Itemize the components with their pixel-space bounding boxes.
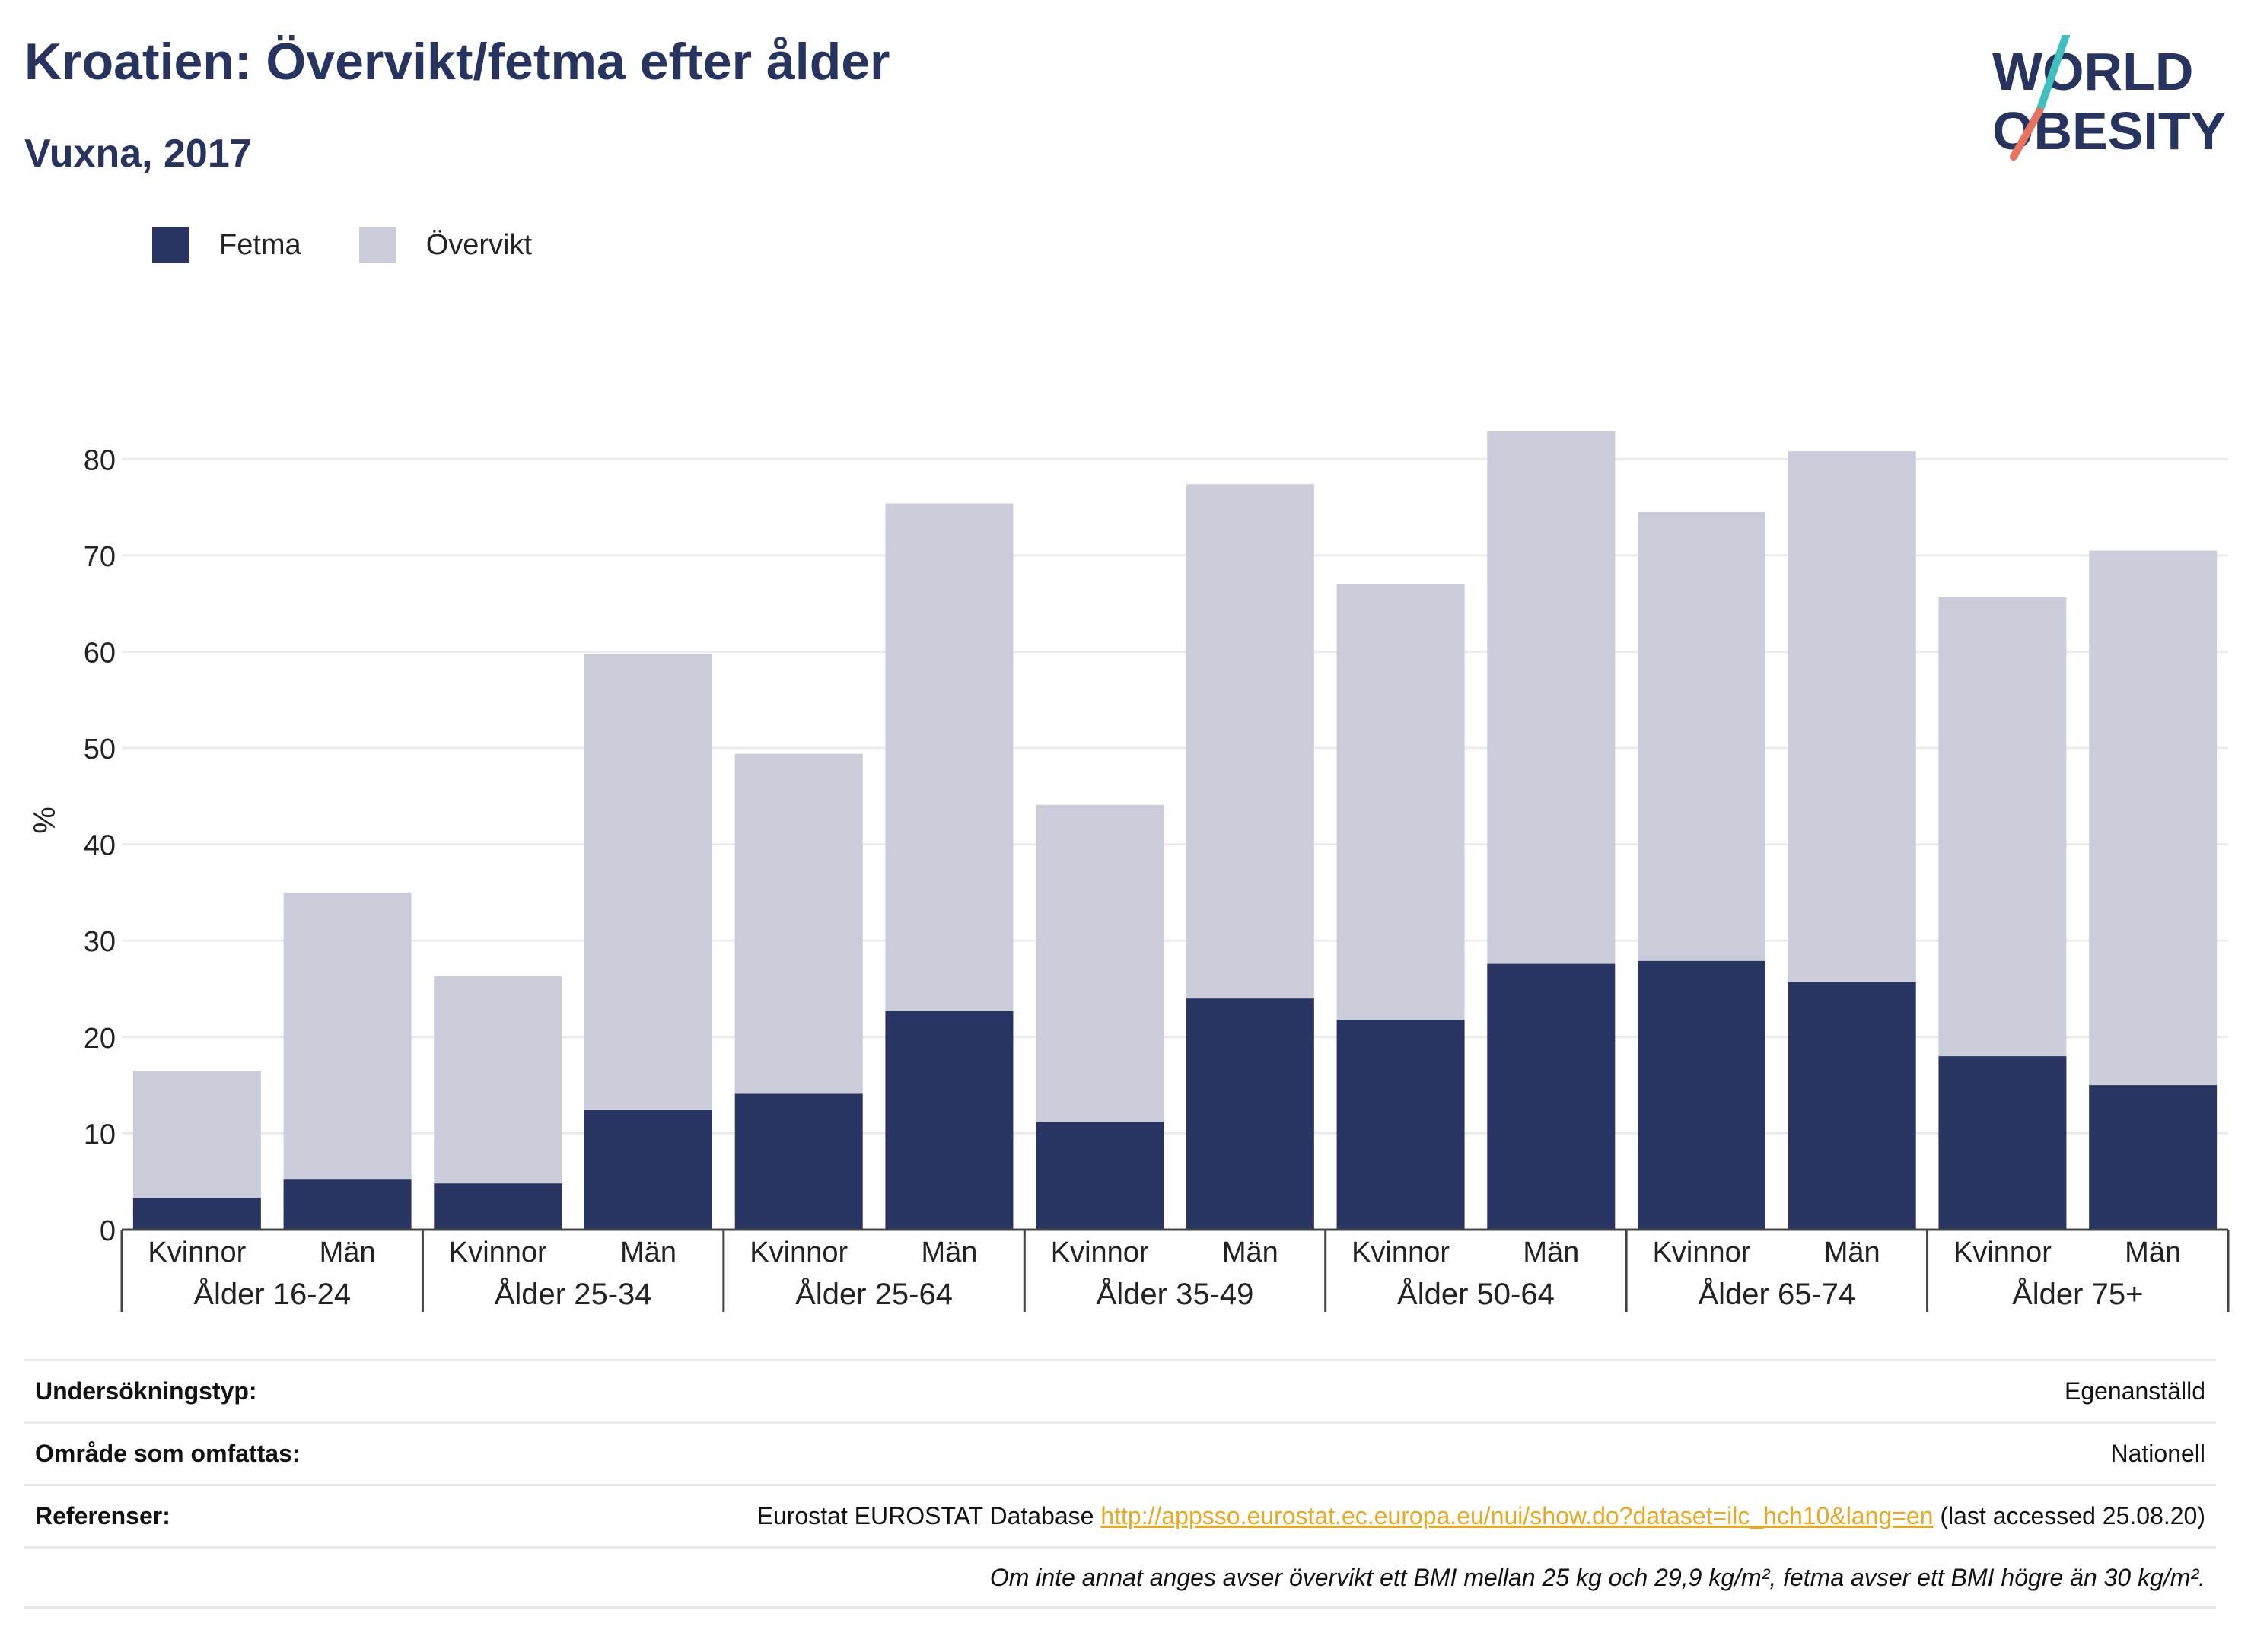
group-label: Ålder 16-24 — [193, 1277, 351, 1311]
bar-overvikt — [2089, 550, 2218, 1086]
y-tick-label: 20 — [84, 1023, 116, 1055]
x-tick-label: Män — [921, 1237, 977, 1268]
y-tick-label: 0 — [100, 1215, 116, 1247]
bar-overvikt — [1487, 431, 1616, 964]
x-tick-label: Kvinnor — [1051, 1237, 1149, 1268]
legend-swatch-fetma — [152, 227, 189, 263]
group-label: Ålder 35-49 — [1097, 1277, 1254, 1311]
legend-label-overvikt: Övervikt — [425, 228, 533, 261]
y-tick-label: 40 — [84, 830, 116, 862]
x-tick-label: Män — [1523, 1237, 1579, 1268]
bar-fetma — [1336, 1020, 1465, 1230]
area-label: Område som omfattas: — [35, 1440, 301, 1467]
bar-overvikt — [1336, 584, 1465, 1020]
y-tick-label: 80 — [84, 444, 116, 476]
bar-overvikt — [132, 1071, 261, 1198]
y-tick-label: 70 — [84, 541, 116, 573]
bar-fetma — [434, 1183, 562, 1230]
bar-fetma — [1788, 982, 1916, 1230]
bar-overvikt — [434, 976, 562, 1184]
legend-swatch-overvikt — [358, 227, 396, 263]
bar-fetma — [734, 1093, 863, 1230]
x-tick-label: Män — [620, 1237, 677, 1268]
info-table: Undersökningstyp: Egenanställd Område so… — [24, 1359, 2216, 1609]
y-tick-label: 10 — [84, 1119, 116, 1151]
references-link[interactable]: http://appsso.eurostat.ec.europa.eu/nui/… — [1100, 1502, 1934, 1529]
bar-overvikt — [1788, 451, 1916, 982]
logo-line1: WORLD — [1992, 42, 2193, 101]
x-tick-label: Kvinnor — [1653, 1237, 1751, 1268]
group-label: Ålder 25-34 — [495, 1277, 652, 1311]
bar-fetma — [1186, 998, 1314, 1230]
bar-fetma — [1487, 963, 1616, 1230]
x-tick-label: Kvinnor — [1953, 1237, 2052, 1268]
x-tick-label: Kvinnor — [449, 1237, 547, 1268]
x-tick-label: Kvinnor — [148, 1237, 246, 1268]
y-axis-label: % — [28, 807, 62, 834]
chart-subtitle: Vuxna, 2017 — [24, 132, 252, 176]
logo-slash-teal — [2036, 35, 2071, 115]
chart-legend: Fetma Övervikt — [152, 227, 590, 263]
bar-fetma — [132, 1198, 261, 1230]
bar-overvikt — [734, 753, 863, 1094]
bar-overvikt — [1938, 597, 2067, 1057]
info-row-area: Område som omfattas: Nationell — [24, 1421, 2216, 1484]
bar-overvikt — [885, 503, 1014, 1011]
group-label: Ålder 75+ — [2012, 1277, 2143, 1311]
group-label: Ålder 50-64 — [1397, 1277, 1555, 1311]
references-suffix: (last accessed 25.08.20) — [1933, 1502, 2205, 1529]
y-tick-label: 30 — [84, 926, 116, 958]
y-tick-label: 50 — [84, 734, 116, 766]
bar-fetma — [584, 1110, 712, 1230]
info-row-survey: Undersökningstyp: Egenanställd — [24, 1359, 2216, 1421]
logo-slash-coral — [2010, 107, 2043, 161]
x-tick-label: Män — [1824, 1237, 1880, 1268]
stacked-bar-chart: 0 10 20 30 40 50 60 70 80% Kvinnor Män Kvinnor Män Kv… — [28, 431, 2230, 1312]
survey-value: Egenanställd — [2064, 1377, 2205, 1405]
y-tick-label: 60 — [84, 637, 116, 669]
x-tick-label: Kvinnor — [750, 1237, 848, 1268]
x-tick-label: Män — [2125, 1237, 2181, 1268]
bar-fetma — [283, 1179, 412, 1230]
x-tick-label: Kvinnor — [1352, 1237, 1450, 1268]
references-label: Referenser: — [35, 1502, 170, 1529]
group-label: Ålder 65-74 — [1698, 1277, 1855, 1311]
world-obesity-logo: WORLD OBESITY — [1992, 35, 2226, 161]
bar-overvikt — [1186, 484, 1314, 999]
bar-overvikt — [1638, 511, 1765, 961]
bar-fetma — [2089, 1085, 2218, 1230]
info-row-references: Referenser: Eurostat EUROSTAT Database h… — [24, 1484, 2216, 1546]
chart-title: Kroatien: Övervikt/fetma efter ålder — [24, 33, 890, 91]
bar-fetma — [885, 1011, 1014, 1230]
x-tick-label: Män — [320, 1237, 376, 1268]
x-tick-label: Män — [1222, 1237, 1278, 1268]
bar-overvikt — [1036, 804, 1164, 1122]
group-label: Ålder 25-64 — [795, 1277, 953, 1311]
info-row-note: Om inte annat anges avser övervikt ett B… — [24, 1546, 2216, 1609]
area-value: Nationell — [2110, 1440, 2205, 1467]
legend-label-fetma: Fetma — [219, 228, 301, 261]
references-value: Eurostat EUROSTAT Database http://appsso… — [757, 1502, 2205, 1530]
references-prefix: Eurostat EUROSTAT Database — [756, 1502, 1101, 1529]
bmi-note: Om inte annat anges avser övervikt ett B… — [989, 1563, 2205, 1591]
survey-label: Undersökningstyp: — [35, 1377, 257, 1405]
bar-fetma — [1036, 1122, 1164, 1230]
bar-overvikt — [584, 654, 712, 1111]
bar-fetma — [1638, 960, 1765, 1230]
bar-overvikt — [283, 892, 412, 1180]
bar-fetma — [1938, 1056, 2067, 1230]
